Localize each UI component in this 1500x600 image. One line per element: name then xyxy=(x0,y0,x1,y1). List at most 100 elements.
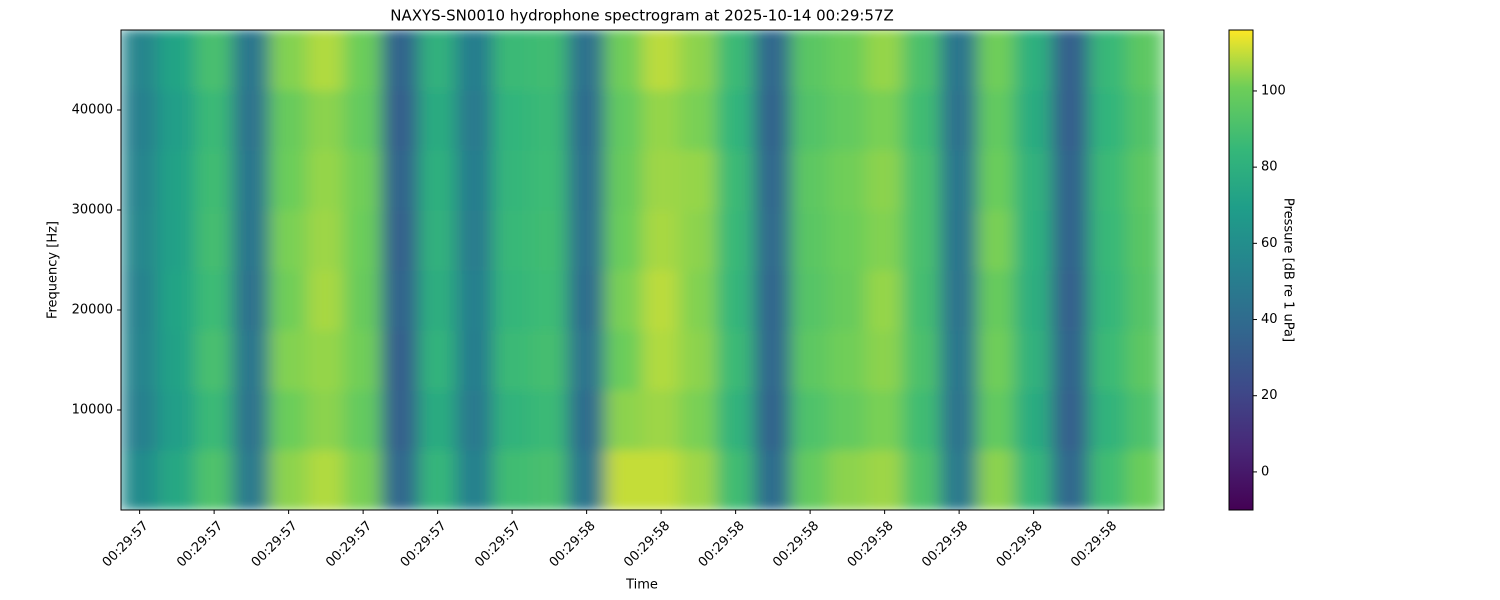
spectrogram-cell xyxy=(455,269,494,331)
spectrogram-cell xyxy=(157,30,196,91)
spectrogram-cell xyxy=(1051,149,1090,211)
spectrogram-cell xyxy=(1014,30,1053,91)
spectrogram-cell xyxy=(753,149,792,211)
spectrogram-cell xyxy=(493,89,532,151)
x-tick-label: 00:29:58 xyxy=(845,518,897,570)
spectrogram-cell xyxy=(530,30,569,91)
spectrogram-cell xyxy=(1014,389,1053,451)
spectrogram-cell xyxy=(232,30,271,91)
spectrogram-cell xyxy=(679,389,718,451)
spectrogram-cell xyxy=(828,209,867,271)
spectrogram-cell xyxy=(716,329,755,391)
spectrogram-cell xyxy=(753,389,792,451)
spectrogram-cell xyxy=(1126,389,1164,451)
spectrogram-cell xyxy=(828,329,867,391)
spectrogram-cell xyxy=(1126,449,1164,510)
spectrogram-cell xyxy=(1051,30,1090,91)
spectrogram-cell xyxy=(418,149,457,211)
spectrogram-cell xyxy=(940,30,979,91)
spectrogram-cell xyxy=(1126,149,1164,211)
x-tick-label: 00:29:58 xyxy=(770,518,822,570)
spectrogram-cell xyxy=(493,329,532,391)
spectrogram-cell xyxy=(828,149,867,211)
spectrogram-cell xyxy=(493,389,532,451)
spectrogram-cell xyxy=(1051,389,1090,451)
x-tick-label: 00:29:58 xyxy=(696,518,748,570)
spectrogram-cell xyxy=(121,269,159,331)
spectrogram-cell xyxy=(530,329,569,391)
spectrogram-cell xyxy=(418,389,457,451)
spectrogram-cell xyxy=(493,30,532,91)
spectrogram-cell xyxy=(344,269,383,331)
spectrogram-cell xyxy=(1014,89,1053,151)
colorbar-tick-label: 40 xyxy=(1261,312,1278,327)
spectrogram-cell xyxy=(567,209,606,271)
spectrogram-cell xyxy=(530,389,569,451)
spectrogram-cell xyxy=(604,30,643,91)
spectrogram-cell xyxy=(1126,89,1164,151)
x-tick-label: 00:29:58 xyxy=(1068,518,1120,570)
y-tick-label: 20000 xyxy=(72,303,113,318)
spectrogram-cell xyxy=(753,329,792,391)
spectrogram-cell xyxy=(195,89,234,151)
spectrogram-cell xyxy=(381,149,420,211)
spectrogram-cell xyxy=(1051,209,1090,271)
spectrogram-cell xyxy=(1089,389,1128,451)
spectrogram-cell xyxy=(977,329,1016,391)
spectrogram-cell xyxy=(902,329,941,391)
spectrogram-cell xyxy=(753,30,792,91)
y-axis-label: Frequency [Hz] xyxy=(46,221,61,319)
spectrogram-cell xyxy=(269,449,308,510)
spectrogram-cell xyxy=(604,209,643,271)
spectrogram-cell xyxy=(865,329,904,391)
spectrogram-cell xyxy=(1051,89,1090,151)
spectrogram-cell xyxy=(791,89,830,151)
chart-title: NAXYS-SN0010 hydrophone spectrogram at 2… xyxy=(390,7,894,25)
spectrogram-cell xyxy=(455,329,494,391)
spectrogram-cell xyxy=(716,209,755,271)
spectrogram-cell xyxy=(306,30,345,91)
spectrogram-cell xyxy=(865,30,904,91)
spectrogram-cell xyxy=(753,449,792,510)
spectrogram-cell xyxy=(121,89,159,151)
spectrogram-cell xyxy=(642,329,681,391)
spectrogram-cell xyxy=(679,449,718,510)
spectrogram-cell xyxy=(232,209,271,271)
spectrogram-cell xyxy=(1126,30,1164,91)
spectrogram-cell xyxy=(381,89,420,151)
spectrogram-cell xyxy=(642,30,681,91)
spectrogram-cell xyxy=(381,269,420,331)
spectrogram-cell xyxy=(679,30,718,91)
spectrogram-cell xyxy=(828,449,867,510)
spectrogram-cell xyxy=(865,269,904,331)
spectrogram-cell xyxy=(679,209,718,271)
spectrogram-cell xyxy=(1089,449,1128,510)
spectrogram-cell xyxy=(940,149,979,211)
spectrogram-cell xyxy=(381,209,420,271)
spectrogram-cell xyxy=(753,89,792,151)
spectrogram-cell xyxy=(493,269,532,331)
spectrogram-cell xyxy=(157,209,196,271)
spectrogram-cell xyxy=(642,269,681,331)
spectrogram-cell xyxy=(902,449,941,510)
spectrogram-cell xyxy=(344,209,383,271)
spectrogram-cell xyxy=(306,269,345,331)
spectrogram xyxy=(121,30,1164,510)
y-tick-label: 10000 xyxy=(72,403,113,418)
spectrogram-cell xyxy=(493,449,532,510)
spectrogram-cell xyxy=(902,149,941,211)
spectrogram-cell xyxy=(269,149,308,211)
spectrogram-cell xyxy=(977,89,1016,151)
spectrogram-cell xyxy=(306,329,345,391)
spectrogram-cell xyxy=(195,329,234,391)
spectrogram-cell xyxy=(381,329,420,391)
spectrogram-cell xyxy=(1014,329,1053,391)
spectrogram-cell xyxy=(306,389,345,451)
x-tick-label: 00:29:57 xyxy=(323,518,375,570)
spectrogram-cell xyxy=(157,89,196,151)
spectrogram-cell xyxy=(642,389,681,451)
spectrogram-cell xyxy=(642,209,681,271)
spectrogram-cell xyxy=(232,389,271,451)
spectrogram-cell xyxy=(306,89,345,151)
spectrogram-cell xyxy=(418,269,457,331)
